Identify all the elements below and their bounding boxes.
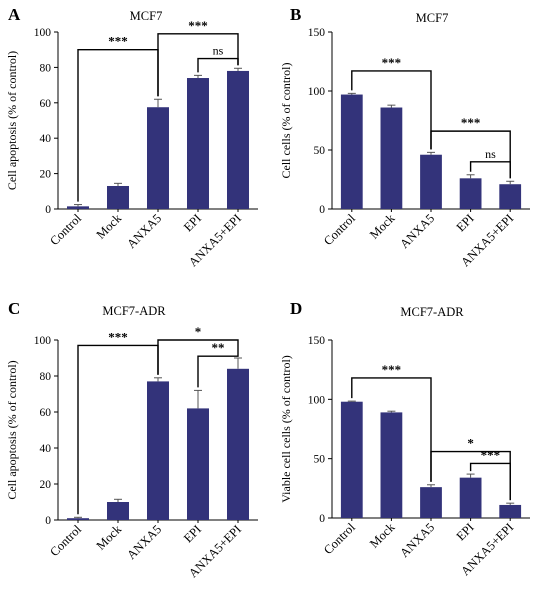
y-tick-label: 100 xyxy=(34,335,52,347)
bar-epi xyxy=(459,477,482,518)
y-tick-label: 80 xyxy=(40,62,52,74)
y-tick-label: 150 xyxy=(308,27,326,39)
panel-letter: A xyxy=(8,5,21,24)
y-tick-label: 20 xyxy=(40,169,52,181)
y-tick-label: 150 xyxy=(308,335,326,347)
x-tick-label: Mock xyxy=(94,522,125,553)
y-tick-label: 0 xyxy=(319,204,325,216)
bar-mock xyxy=(107,185,129,209)
significance-bracket xyxy=(197,57,239,73)
bar-control xyxy=(340,94,363,209)
y-tick-label: 80 xyxy=(40,371,52,383)
x-tick-label: Mock xyxy=(367,520,398,551)
significance-bracket xyxy=(430,130,511,179)
bar-control xyxy=(67,206,89,209)
y-tick-label: 0 xyxy=(45,204,51,216)
x-tick-label: Control xyxy=(321,520,358,557)
bar-anxa5 xyxy=(420,487,442,518)
bar-epi xyxy=(187,408,209,520)
y-tick-label: 0 xyxy=(319,513,325,525)
y-tick-label: 40 xyxy=(40,443,52,455)
x-tick-label: EPI xyxy=(181,211,204,234)
significance-bracket xyxy=(351,377,432,482)
significance-label: *** xyxy=(382,55,402,70)
x-tick-label: Control xyxy=(321,211,358,248)
x-tick-label: ANXA5 xyxy=(397,211,437,251)
significance-bracket xyxy=(197,355,239,388)
panel-a: A MCF7 0 20 40 60 80 100 Cell apoptosis (% of co… xyxy=(5,5,258,269)
bar-anxa5 xyxy=(420,154,442,209)
x-tick-label: ANXA5 xyxy=(124,211,164,251)
panel-letter: C xyxy=(8,299,20,318)
x-tick-label: ANXA5 xyxy=(397,520,437,560)
significance-bracket xyxy=(157,33,239,97)
panel-b: B MCF7 0 50 100 150 Cell cells (% of control) C… xyxy=(279,5,530,269)
x-tick-label: ANXA5 xyxy=(124,522,164,562)
panel-c: C MCF7-ADR 0 20 40 60 80 100 Cell apoptosis (% o… xyxy=(5,299,258,580)
bar-control xyxy=(67,518,89,520)
bar-epi xyxy=(187,78,209,210)
x-tick-label: Mock xyxy=(367,211,398,242)
significance-bracket xyxy=(77,344,159,515)
x-tick-label: EPI xyxy=(454,211,477,234)
y-tick-label: 40 xyxy=(40,133,52,145)
bar-anxa5 xyxy=(147,381,169,520)
x-tick-label: EPI xyxy=(454,520,477,543)
y-tick-label: 100 xyxy=(308,86,326,98)
chart-title: MCF7-ADR xyxy=(400,305,464,319)
panel-letter: D xyxy=(290,299,302,318)
bar-anxa5 xyxy=(147,107,169,209)
significance-label: *** xyxy=(108,34,128,49)
y-tick-label: 0 xyxy=(45,515,51,527)
x-tick-label: Control xyxy=(47,522,84,559)
x-tick-label: Control xyxy=(47,211,84,248)
y-tick-label: 100 xyxy=(308,394,326,406)
bar-anxa5-epi xyxy=(227,368,249,520)
bar-anxa5-epi xyxy=(499,184,522,209)
significance-label: *** xyxy=(461,115,481,130)
significance-bracket xyxy=(469,161,511,179)
bar-control xyxy=(340,401,363,518)
significance-label: *** xyxy=(481,447,501,462)
bar-anxa5-epi xyxy=(499,504,522,518)
panel-letter: B xyxy=(290,5,301,24)
significance-label: * xyxy=(195,324,202,339)
panel-d: D MCF7-ADR 0 50 100 150 Viable cell cells (% o… xyxy=(279,299,530,578)
significance-bracket xyxy=(469,462,511,501)
y-tick-label: 50 xyxy=(314,454,326,466)
bar-anxa5-epi xyxy=(227,70,249,209)
bar-mock xyxy=(107,502,129,520)
bar-mock xyxy=(380,412,403,518)
significance-label: ** xyxy=(212,340,225,355)
bar-mock xyxy=(380,107,403,209)
x-tick-label: Mock xyxy=(94,211,125,242)
y-tick-label: 60 xyxy=(40,98,52,110)
chart-title: MCF7 xyxy=(416,11,449,25)
significance-label: * xyxy=(467,436,474,451)
y-tick-label: 100 xyxy=(34,27,52,39)
chart-title: MCF7-ADR xyxy=(102,304,166,318)
significance-label: *** xyxy=(108,329,128,344)
chart-title: MCF7 xyxy=(130,9,163,23)
y-tick-label: 60 xyxy=(40,407,52,419)
significance-bracket xyxy=(157,339,239,375)
x-tick-label: EPI xyxy=(181,522,204,545)
y-axis-title: Cell apoptosis (% of control) xyxy=(5,360,19,499)
significance-bracket xyxy=(77,49,159,202)
bar-epi xyxy=(459,178,482,209)
y-tick-label: 50 xyxy=(314,145,326,157)
y-axis-title: Viable cell cells (% of control) xyxy=(279,355,293,503)
y-axis-title: Cell apoptosis (% of control) xyxy=(5,51,19,190)
significance-label: ns xyxy=(213,44,224,58)
significance-label: *** xyxy=(188,18,208,33)
y-tick-label: 20 xyxy=(40,479,52,491)
significance-label: *** xyxy=(382,362,402,377)
y-axis-title: Cell cells (% of control) xyxy=(279,63,293,179)
significance-bracket xyxy=(351,70,432,150)
significance-label: ns xyxy=(485,147,496,161)
